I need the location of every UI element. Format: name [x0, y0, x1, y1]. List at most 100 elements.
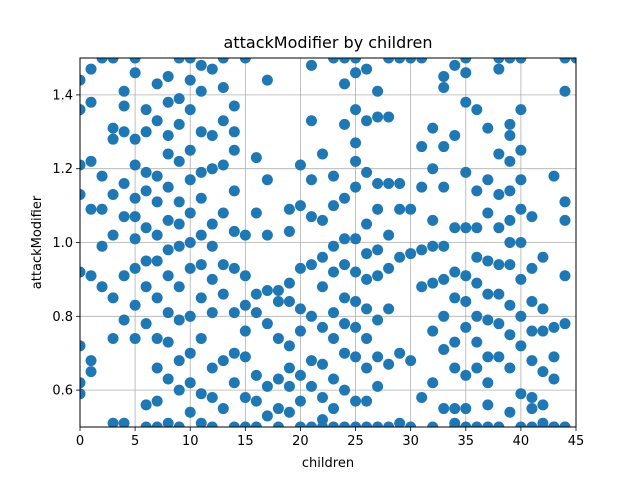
scatter-point	[537, 303, 549, 315]
y-axis-ticks: 0.6 0.8 1.0 1.2 1.4	[52, 88, 80, 399]
scatter-point	[129, 192, 141, 204]
scatter-point	[515, 421, 527, 427]
scatter-point	[140, 166, 152, 178]
scatter-point	[129, 332, 141, 344]
scatter-point	[460, 421, 472, 427]
scatter-point	[438, 344, 450, 356]
scatter-point	[129, 299, 141, 311]
scatter-point	[206, 362, 218, 374]
scatter-point	[438, 82, 450, 94]
scatter-point	[438, 141, 450, 153]
scatter-point	[217, 207, 229, 219]
scatter-point	[129, 133, 141, 145]
scatter-point	[173, 58, 185, 64]
scatter-point	[118, 417, 130, 427]
scatter-point	[184, 207, 196, 219]
scatter-points	[80, 58, 576, 427]
scatter-point	[195, 292, 207, 304]
scatter-point	[173, 355, 185, 367]
scatter-point	[250, 395, 262, 407]
scatter-point	[537, 421, 549, 427]
scatter-point	[427, 421, 439, 427]
scatter-point	[195, 166, 207, 178]
scatter-point	[195, 388, 207, 400]
scatter-point	[107, 122, 119, 134]
scatter-point	[328, 170, 340, 182]
scatter-point	[151, 362, 163, 374]
scatter-point	[250, 369, 262, 381]
scatter-point	[482, 421, 494, 427]
scatter-point	[118, 126, 130, 138]
scatter-point	[482, 122, 494, 134]
scatter-point	[372, 270, 384, 282]
scatter-point	[239, 421, 251, 427]
scatter-point	[217, 259, 229, 271]
scatter-point	[339, 292, 351, 304]
scatter-point	[316, 214, 328, 226]
scatter-point	[250, 207, 262, 219]
scatter-point	[493, 222, 505, 234]
x-axis-title: children	[302, 456, 354, 471]
scatter-point	[559, 318, 571, 330]
scatter-point	[80, 189, 86, 201]
scatter-point	[283, 203, 295, 215]
scatter-point	[383, 262, 395, 274]
scatter-point	[515, 388, 527, 400]
y-tick-label: 1.4	[52, 88, 73, 103]
scatter-point	[438, 181, 450, 193]
scatter-point	[151, 196, 163, 208]
scatter-point	[427, 325, 439, 337]
chart-title: attackModifier by children	[224, 33, 433, 52]
scatter-point	[272, 296, 284, 308]
scatter-point	[383, 358, 395, 370]
scatter-point	[372, 351, 384, 363]
scatter-point	[217, 159, 229, 171]
scatter-point	[460, 369, 472, 381]
scatter-point	[449, 129, 461, 141]
scatter-point	[173, 155, 185, 167]
scatter-point	[118, 85, 130, 97]
scatter-point	[162, 244, 174, 256]
scatter-point	[405, 355, 417, 367]
scatter-point	[361, 303, 373, 315]
scatter-point	[184, 377, 196, 389]
scatter-point	[162, 181, 174, 193]
scatter-point	[504, 406, 516, 418]
scatter-point	[96, 203, 108, 215]
scatter-point	[328, 421, 340, 427]
scatter-point	[85, 63, 97, 75]
scatter-point	[361, 421, 373, 427]
scatter-point	[427, 277, 439, 289]
scatter-point	[206, 129, 218, 141]
scatter-point	[80, 104, 86, 116]
scatter-point	[526, 391, 538, 403]
scatter-point	[272, 421, 284, 427]
scatter-point	[372, 111, 384, 123]
scatter-point	[118, 211, 130, 223]
scatter-point	[394, 251, 406, 263]
scatter-point	[339, 347, 351, 359]
scatter-point	[526, 403, 538, 415]
scatter-point	[416, 391, 428, 403]
scatter-point	[107, 292, 119, 304]
scatter-point	[206, 218, 218, 230]
scatter-point	[261, 174, 273, 186]
scatter-point	[129, 211, 141, 223]
scatter-point	[471, 362, 483, 374]
scatter-point	[504, 58, 516, 64]
scatter-point	[394, 177, 406, 189]
scatter-point	[515, 58, 527, 64]
scatter-point	[250, 288, 262, 300]
scatter-point	[328, 200, 340, 212]
y-axis-title: attackModifier	[30, 195, 45, 289]
scatter-point	[206, 163, 218, 175]
scatter-point	[217, 403, 229, 415]
scatter-point	[394, 58, 406, 64]
y-tick-label: 0.6	[52, 384, 73, 399]
scatter-point	[328, 266, 340, 278]
scatter-point	[350, 296, 362, 308]
scatter-point	[272, 332, 284, 344]
scatter-point	[350, 67, 362, 79]
scatter-point	[151, 255, 163, 267]
scatter-point	[482, 255, 494, 267]
